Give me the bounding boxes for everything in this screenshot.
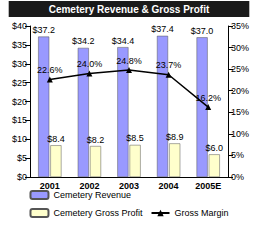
svg-text:$15: $15	[12, 115, 27, 125]
svg-text:25%: 25%	[231, 64, 249, 74]
svg-text:$10: $10	[12, 134, 27, 144]
svg-text:24.0%: 24.0%	[77, 59, 103, 69]
svg-text:20%: 20%	[231, 86, 249, 96]
svg-text:$37.0: $37.0	[191, 26, 214, 36]
svg-text:16.2%: 16.2%	[195, 93, 221, 103]
svg-text:24.8%: 24.8%	[116, 56, 142, 66]
svg-text:0%: 0%	[231, 172, 244, 182]
svg-text:23.7%: 23.7%	[156, 60, 182, 70]
svg-text:Cemetery Revenue: Cemetery Revenue	[53, 190, 131, 200]
svg-text:$37.2: $37.2	[32, 25, 55, 35]
svg-text:$37.4: $37.4	[151, 24, 174, 34]
svg-text:10%: 10%	[231, 129, 249, 139]
svg-text:Gross Margin: Gross Margin	[175, 208, 229, 218]
svg-text:22.6%: 22.6%	[37, 65, 63, 75]
svg-text:Cemetery Gross Profit: Cemetery Gross Profit	[53, 208, 143, 218]
svg-text:$20: $20	[12, 97, 27, 107]
svg-text:$35: $35	[12, 40, 27, 50]
svg-text:$8.4: $8.4	[47, 134, 65, 144]
svg-text:2003: 2003	[119, 181, 139, 191]
svg-text:Cemetery Revenue & Gross Profi: Cemetery Revenue & Gross Profit	[49, 4, 210, 15]
svg-text:$34.2: $34.2	[72, 36, 95, 46]
svg-text:$8.9: $8.9	[166, 132, 184, 142]
svg-text:$5: $5	[17, 153, 27, 163]
svg-text:$25: $25	[12, 78, 27, 88]
svg-text:$8.2: $8.2	[87, 135, 105, 145]
svg-text:2001: 2001	[40, 181, 60, 191]
svg-text:5%: 5%	[231, 150, 244, 160]
svg-text:$40: $40	[12, 21, 27, 31]
svg-text:30%: 30%	[231, 43, 249, 53]
svg-text:15%: 15%	[231, 107, 249, 117]
svg-text:$8.5: $8.5	[126, 133, 144, 143]
svg-text:$6.0: $6.0	[206, 143, 224, 153]
svg-text:2005E: 2005E	[195, 181, 221, 191]
svg-text:2002: 2002	[79, 181, 99, 191]
svg-text:$0: $0	[17, 172, 27, 182]
svg-text:$30: $30	[12, 59, 27, 69]
svg-text:35%: 35%	[231, 21, 249, 31]
svg-text:$34.4: $34.4	[112, 36, 135, 46]
svg-text:2004: 2004	[159, 181, 179, 191]
